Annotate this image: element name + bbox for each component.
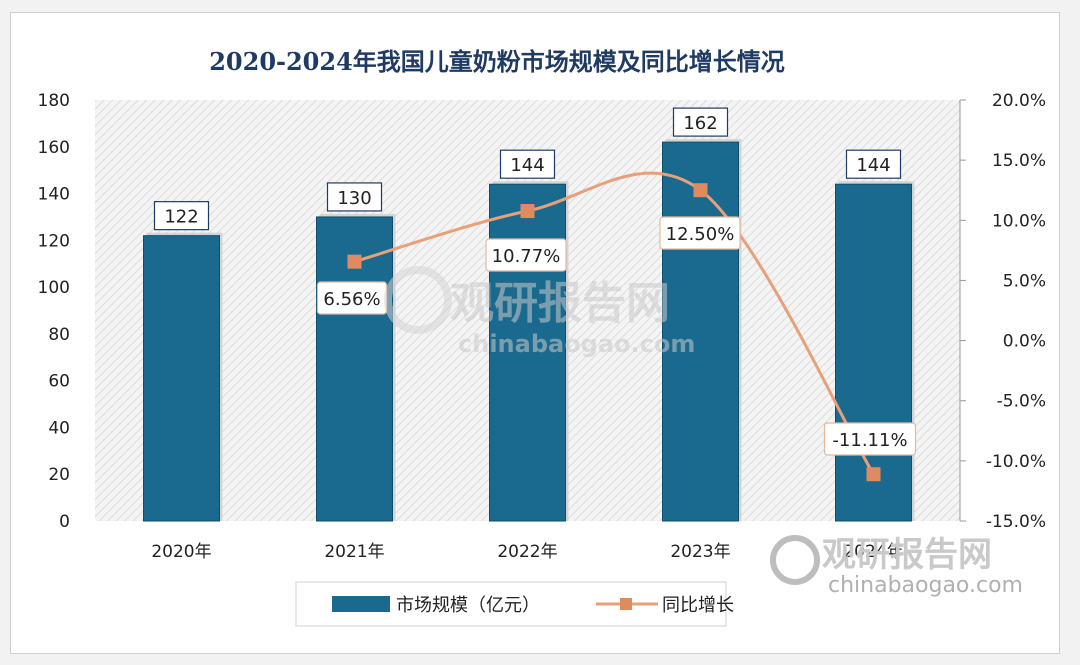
y-left-tick-label: 0 (59, 512, 70, 532)
bar-data-label: 162 (683, 113, 717, 134)
bar-series: 122 130 144 162 144 (143, 107, 915, 522)
watermark-center: 观研报告网 chinabaogao.com (384, 266, 695, 358)
bar (662, 141, 739, 522)
bar (835, 183, 912, 522)
y-left-tick-label: 120 (38, 231, 70, 251)
watermark-domain: chinabaogao.com (458, 330, 695, 358)
y-left-tick-label: 100 (38, 278, 70, 298)
bar-data-label: 144 (856, 155, 890, 176)
line-label-box (659, 216, 741, 250)
watermark-corner-domain: chinabaogao.com (828, 573, 1023, 598)
bar-data-label: 122 (164, 207, 198, 228)
bar (143, 235, 220, 522)
legend-bar-swatch (332, 596, 390, 612)
line-point-marker (693, 183, 708, 198)
bar-label-box (499, 149, 556, 179)
legend: 市场规模（亿元） 同比增长 (295, 581, 734, 627)
watermark-corner: 观研报告网 chinabaogao.com (770, 535, 1023, 598)
x-axis: 2020年 2021年 2022年 2023年 2024年 (151, 542, 903, 562)
right-axis: -15.0% -10.0% -5.0% 0.0% 5.0% 10.0% 15.0% 20.0% (959, 91, 1046, 532)
x-tick-label: 2023年 (670, 542, 730, 562)
y-left-tick-label: 60 (48, 372, 70, 392)
y-left-tick-label: 80 (48, 325, 70, 345)
x-tick-label: 2022年 (497, 542, 557, 562)
legend-line-marker (620, 598, 632, 610)
y-left-tick-label: 40 (48, 418, 70, 438)
line-point-marker (866, 467, 881, 482)
bar-label-box (326, 182, 383, 212)
line-data-label: 12.50% (666, 224, 735, 245)
line-data-label: 6.56% (323, 289, 380, 310)
y-right-tick-label: 15.0% (992, 151, 1046, 171)
y-left-tick-label: 180 (38, 91, 70, 111)
y-right-tick-label: 0.0% (1003, 332, 1046, 352)
bar-label-box (845, 149, 902, 179)
y-left-tick-label: 20 (48, 465, 70, 485)
watermark-brand: 观研报告网 (450, 278, 670, 329)
bar-label-box (153, 201, 210, 231)
bar-label-box (672, 107, 729, 137)
growth-line (354, 171, 875, 475)
y-right-tick-label: -10.0% (986, 452, 1046, 472)
line-point-marker (520, 204, 535, 219)
left-axis: 0 20 40 60 80 100 120 140 160 180 (38, 91, 70, 532)
y-left-tick-label: 160 (38, 138, 70, 158)
line-series: 6.56% 10.77% 12.50% -11.11% (316, 171, 917, 482)
line-data-label: 10.77% (492, 246, 561, 267)
chart-title: 2020-2024年我国儿童奶粉市场规模及同比增长情况 (209, 47, 785, 76)
x-tick-label: 2020年 (151, 542, 211, 562)
watermark-corner-logo-icon (770, 535, 820, 585)
line-point-marker (347, 254, 362, 269)
x-tick-label: 2021年 (324, 542, 384, 562)
legend-line-label: 同比增长 (662, 595, 734, 616)
y-right-tick-label: 20.0% (992, 91, 1046, 111)
watermark-logo-icon (384, 266, 452, 334)
line-label-box (485, 238, 567, 272)
y-right-tick-label: 5.0% (1003, 271, 1046, 291)
line-label-box (823, 422, 917, 456)
y-left-tick-label: 140 (38, 185, 70, 205)
bar-data-label: 144 (510, 155, 544, 176)
y-right-tick-label: 10.0% (992, 211, 1046, 231)
x-tick-label: 2024年 (843, 542, 903, 562)
bar-data-label: 130 (337, 188, 371, 209)
line-data-label: -11.11% (832, 430, 907, 451)
watermark-corner-brand: 观研报告网 (822, 535, 992, 575)
legend-bar-label: 市场规模（亿元） (396, 595, 540, 616)
y-right-tick-label: -15.0% (986, 512, 1046, 532)
y-right-tick-label: -5.0% (997, 392, 1046, 412)
